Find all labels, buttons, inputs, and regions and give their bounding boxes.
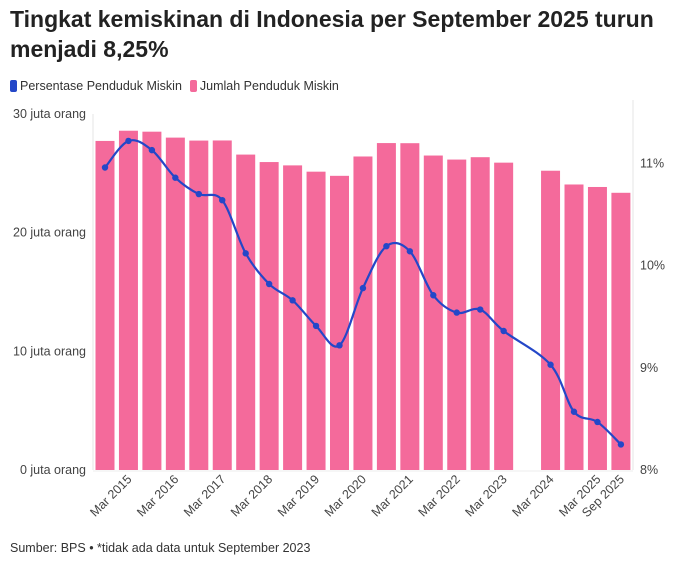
point-mar-2018 (265, 280, 273, 288)
x-tick-label: Mar 2019 (275, 472, 322, 519)
bar-sep-2019 (330, 175, 349, 471)
point-sep-2020 (383, 242, 390, 250)
point-sep-2021 (430, 292, 437, 299)
y-left-tick-label: 30 juta orang (13, 107, 86, 121)
x-tick-label: Mar 2022 (416, 472, 463, 519)
x-tick-label: Mar 2021 (369, 472, 416, 519)
point-mar-2023 (500, 327, 507, 335)
bar-mar-2018 (259, 162, 279, 470)
point-mar-2017 (219, 196, 226, 204)
bar-mar-2021 (400, 143, 420, 470)
point-sep-2024 (570, 408, 578, 415)
bar-sep-2017 (236, 154, 256, 471)
bar-sep-2020 (376, 143, 396, 470)
legend: Persentase Penduduk Miskin Jumlah Pendud… (10, 79, 339, 93)
bar-sep-2018 (283, 165, 303, 470)
bar-mar-2016 (165, 137, 185, 470)
bar-mar-2019 (306, 171, 326, 470)
bar-sep-2014 (95, 140, 115, 471)
point-sep-2016 (195, 190, 202, 198)
point-mar-2019 (312, 322, 320, 330)
point-mar-2020 (359, 284, 367, 292)
point-mar-2022 (453, 309, 460, 316)
bar-mar-2024 (541, 170, 561, 471)
y-left-tick-label: 20 juta orang (13, 226, 86, 240)
y-left-tick-label: 0 juta orang (20, 463, 86, 477)
bar-mar-2025 (587, 186, 607, 471)
x-tick-label: Mar 2024 (509, 472, 556, 519)
bar-sep-2016 (189, 140, 209, 470)
bar-sep-2021 (423, 155, 443, 471)
bar-sep-2015 (142, 131, 162, 470)
y-right-tick-label: 9% (640, 361, 658, 375)
point-mar-2025 (594, 418, 601, 426)
x-tick-label: Mar 2018 (228, 472, 275, 519)
legend-item-percentage: Persentase Penduduk Miskin (10, 79, 182, 93)
y-right-tick-label: 11% (640, 156, 664, 170)
legend-label-count: Jumlah Penduduk Miskin (199, 79, 339, 93)
point-sep-2017 (242, 250, 249, 257)
source-note: Sumber: BPS • *tidak ada data untuk Sept… (10, 541, 311, 555)
x-tick-label: Mar 2023 (463, 472, 510, 519)
legend-item-count: Jumlah Penduduk Miskin (189, 79, 339, 93)
bar-mar-2015 (118, 130, 138, 470)
point-mar-2021 (406, 248, 414, 255)
chart-title: Tingkat kemiskinan di Indonesia per Sept… (10, 6, 654, 62)
x-tick-label: Mar 2020 (322, 472, 369, 519)
bar-sep-2025 (611, 192, 631, 470)
point-sep-2018 (289, 297, 296, 304)
bar-mar-2023 (494, 162, 514, 471)
x-tick-label: Mar 2016 (134, 472, 181, 519)
point-sep-2025 (617, 441, 625, 448)
percentage-line (104, 139, 622, 446)
point-sep-2019 (336, 342, 343, 349)
point-mar-2016 (172, 174, 179, 181)
legend-label-percentage: Persentase Penduduk Miskin (20, 79, 182, 93)
bar-sep-2022 (470, 157, 490, 470)
point-sep-2015 (148, 146, 156, 154)
bar-mar-2020 (353, 156, 373, 470)
point-sep-2014 (101, 164, 109, 171)
point-mar-2024 (547, 361, 554, 368)
bar-mar-2017 (212, 140, 232, 471)
x-tick-label: Mar 2015 (87, 472, 134, 519)
y-right-tick-label: 10% (640, 259, 665, 273)
bar-sep-2024 (564, 184, 584, 470)
y-left-tick-label: 10 juta orang (13, 344, 86, 358)
point-mar-2015 (125, 137, 132, 145)
point-sep-2022 (477, 306, 484, 313)
legend-swatch-percentage (10, 80, 17, 92)
y-right-tick-label: 8% (640, 463, 658, 477)
legend-swatch-count (189, 80, 197, 92)
x-tick-label: Mar 2017 (181, 472, 228, 519)
